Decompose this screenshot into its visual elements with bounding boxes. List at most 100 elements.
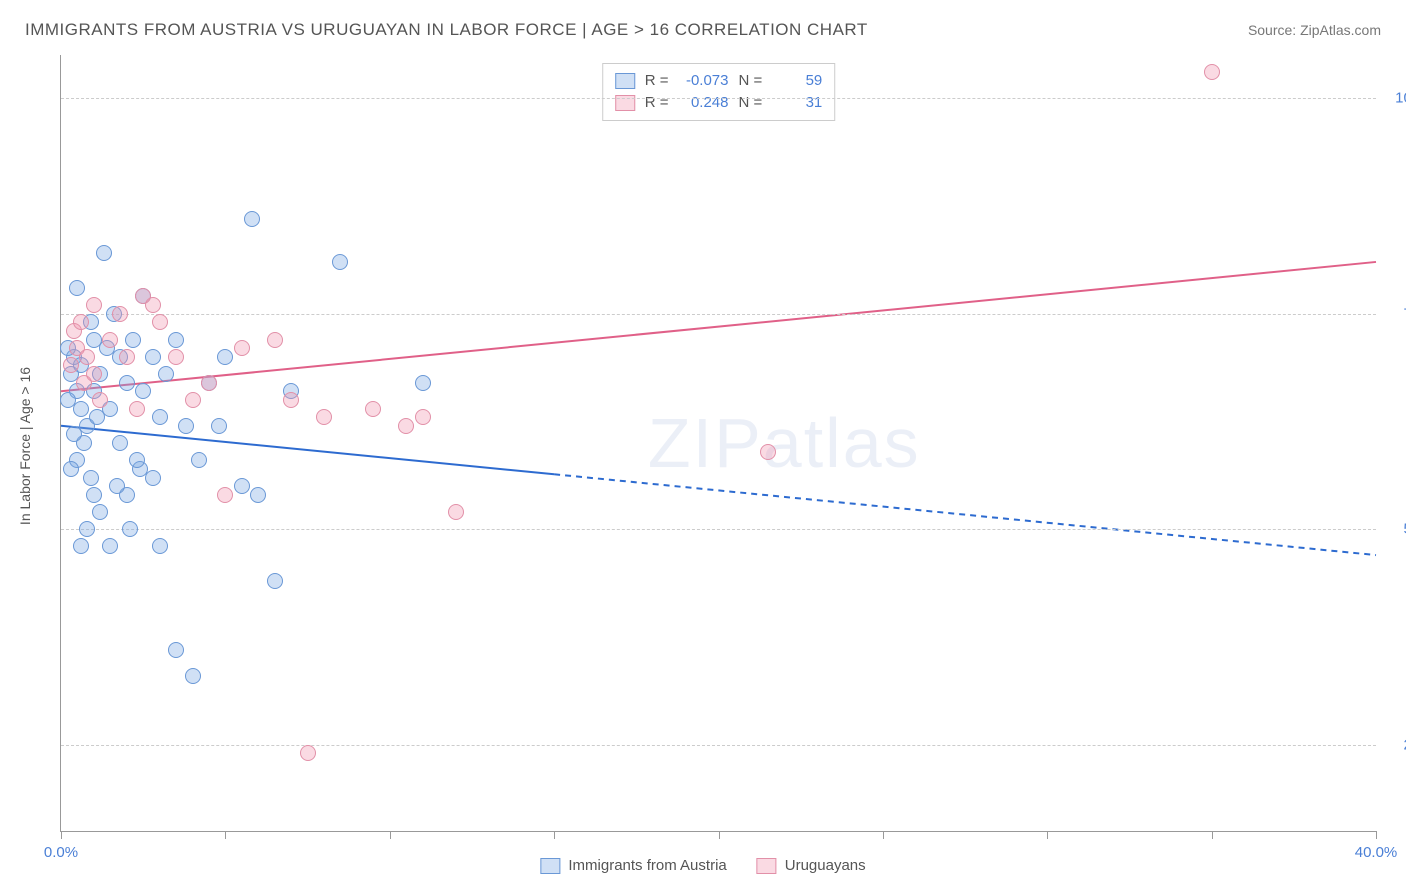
x-tick-label: 0.0%: [44, 844, 78, 861]
data-point: [145, 470, 161, 486]
stats-row-series-1: R = -0.073 N = 59: [615, 70, 823, 92]
data-point: [267, 573, 283, 589]
legend-item-2: Uruguayans: [757, 857, 866, 874]
data-point: [267, 332, 283, 348]
data-point: [168, 332, 184, 348]
data-point: [102, 332, 118, 348]
stat-r-label: R =: [645, 92, 669, 114]
x-tick: [719, 831, 720, 839]
data-point: [92, 504, 108, 520]
data-point: [145, 349, 161, 365]
source-attribution: Source: ZipAtlas.com: [1248, 22, 1381, 38]
data-point: [79, 521, 95, 537]
stat-r-value-1: -0.073: [679, 70, 729, 92]
data-point: [73, 401, 89, 417]
gridline: [61, 745, 1376, 746]
x-tick: [883, 831, 884, 839]
stats-row-series-2: R = 0.248 N = 31: [615, 92, 823, 114]
data-point: [135, 383, 151, 399]
data-point: [152, 409, 168, 425]
y-tick-label: 50.0%: [1386, 521, 1406, 538]
data-point: [86, 366, 102, 382]
data-point: [152, 314, 168, 330]
data-point: [211, 418, 227, 434]
gridline: [61, 529, 1376, 530]
series-1-swatch: [615, 73, 635, 89]
data-point: [234, 340, 250, 356]
data-point: [185, 392, 201, 408]
data-point: [129, 401, 145, 417]
x-tick: [225, 831, 226, 839]
data-point: [63, 461, 79, 477]
data-point: [201, 375, 217, 391]
data-point: [86, 487, 102, 503]
data-point: [398, 418, 414, 434]
data-point: [158, 366, 174, 382]
data-point: [152, 538, 168, 554]
x-tick: [1212, 831, 1213, 839]
data-point: [66, 426, 82, 442]
data-point: [69, 280, 85, 296]
legend-item-1: Immigrants from Austria: [540, 857, 726, 874]
data-point: [145, 297, 161, 313]
data-point: [217, 349, 233, 365]
data-point: [1204, 64, 1220, 80]
data-point: [92, 392, 108, 408]
data-point: [234, 478, 250, 494]
data-point: [79, 349, 95, 365]
legend-swatch-1: [540, 858, 560, 874]
data-point: [60, 392, 76, 408]
data-point: [86, 297, 102, 313]
stat-n-value-1: 59: [772, 70, 822, 92]
data-point: [191, 452, 207, 468]
data-point: [168, 349, 184, 365]
gridline: [61, 314, 1376, 315]
data-point: [89, 409, 105, 425]
data-point: [129, 452, 145, 468]
y-tick-label: 100.0%: [1386, 90, 1406, 107]
data-point: [283, 392, 299, 408]
watermark-text: ZIPatlas: [648, 403, 921, 483]
data-point: [102, 538, 118, 554]
x-tick: [1376, 831, 1377, 839]
data-point: [119, 349, 135, 365]
data-point: [415, 375, 431, 391]
data-point: [119, 375, 135, 391]
data-point: [760, 444, 776, 460]
x-tick: [554, 831, 555, 839]
legend: Immigrants from Austria Uruguayans: [540, 857, 865, 874]
y-tick-label: 75.0%: [1386, 305, 1406, 322]
data-point: [178, 418, 194, 434]
data-point: [125, 332, 141, 348]
data-point: [168, 642, 184, 658]
data-point: [300, 745, 316, 761]
data-point: [185, 668, 201, 684]
data-point: [63, 357, 79, 373]
stat-n-label: N =: [739, 92, 763, 114]
chart-header: IMMIGRANTS FROM AUSTRIA VS URUGUAYAN IN …: [25, 20, 1381, 40]
data-point: [109, 478, 125, 494]
data-point: [365, 401, 381, 417]
data-point: [96, 245, 112, 261]
x-tick: [390, 831, 391, 839]
correlation-stats-box: R = -0.073 N = 59 R = 0.248 N = 31: [602, 63, 836, 121]
stat-r-label: R =: [645, 70, 669, 92]
scatter-plot-area: ZIPatlas R = -0.073 N = 59 R = 0.248 N =…: [60, 55, 1376, 832]
data-point: [217, 487, 233, 503]
data-point: [415, 409, 431, 425]
stat-n-value-2: 31: [772, 92, 822, 114]
legend-label-2: Uruguayans: [785, 857, 866, 874]
stat-n-label: N =: [739, 70, 763, 92]
legend-label-1: Immigrants from Austria: [568, 857, 726, 874]
x-tick-label: 40.0%: [1355, 844, 1398, 861]
gridline: [61, 98, 1376, 99]
x-tick: [1047, 831, 1048, 839]
data-point: [112, 306, 128, 322]
x-tick: [61, 831, 62, 839]
data-point: [250, 487, 266, 503]
trend-lines-svg: [61, 55, 1376, 831]
data-point: [83, 470, 99, 486]
data-point: [316, 409, 332, 425]
y-tick-label: 25.0%: [1386, 736, 1406, 753]
y-axis-label: In Labor Force | Age > 16: [17, 367, 33, 525]
